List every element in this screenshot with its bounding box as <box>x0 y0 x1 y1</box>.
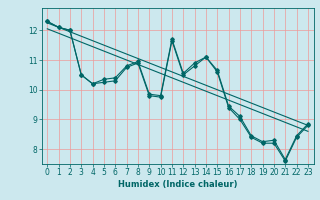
X-axis label: Humidex (Indice chaleur): Humidex (Indice chaleur) <box>118 180 237 189</box>
